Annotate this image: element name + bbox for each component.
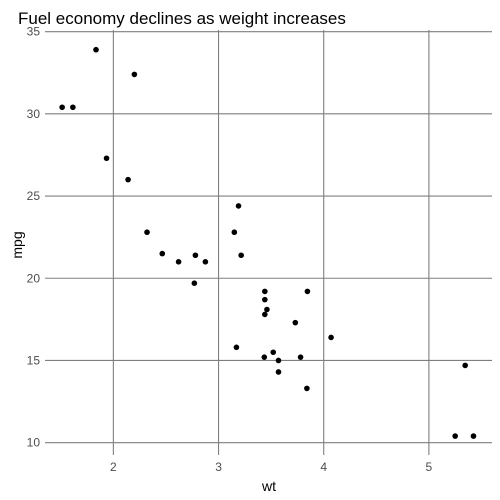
data-point xyxy=(328,334,334,341)
data-point xyxy=(452,433,458,439)
grid-lines xyxy=(45,30,492,455)
data-point xyxy=(175,259,182,265)
data-point xyxy=(262,288,268,295)
y-axis-ticks: 10 15 20 25 30 35 xyxy=(27,25,41,450)
data-point xyxy=(270,349,277,356)
y-tick-label: 35 xyxy=(27,25,41,39)
data-point xyxy=(262,296,268,303)
y-tick-label: 10 xyxy=(27,436,41,450)
data-point xyxy=(275,369,282,375)
data-point xyxy=(304,288,311,295)
data-point xyxy=(233,344,240,351)
x-axis-title: wt xyxy=(261,478,276,494)
data-point xyxy=(238,252,244,259)
data-point xyxy=(304,385,310,392)
data-point xyxy=(202,259,209,265)
data-point xyxy=(231,229,238,236)
data-point xyxy=(59,104,65,111)
data-point xyxy=(261,354,268,360)
x-tick-label: 2 xyxy=(110,460,117,474)
x-tick-label: 3 xyxy=(215,460,222,474)
data-point xyxy=(103,155,110,162)
x-tick-label: 5 xyxy=(426,460,433,474)
data-point xyxy=(292,319,299,326)
data-point xyxy=(125,176,131,183)
y-tick-label: 15 xyxy=(27,353,41,367)
data-point xyxy=(191,280,198,286)
y-tick-label: 25 xyxy=(27,189,41,203)
data-point xyxy=(192,252,199,259)
data-point xyxy=(275,357,282,364)
x-axis-ticks: 2 3 4 5 xyxy=(110,460,433,474)
data-point xyxy=(70,104,76,111)
data-points xyxy=(59,46,477,439)
data-point xyxy=(93,46,99,53)
data-point xyxy=(470,433,477,439)
data-point xyxy=(235,203,242,209)
data-point xyxy=(462,362,468,369)
data-point xyxy=(159,250,166,257)
y-tick-label: 30 xyxy=(27,107,41,121)
data-point xyxy=(297,354,304,360)
data-point xyxy=(131,71,138,78)
data-point xyxy=(262,311,268,318)
chart-title: Fuel economy declines as weight increase… xyxy=(18,9,346,28)
data-point xyxy=(264,306,270,313)
y-tick-label: 20 xyxy=(27,271,41,285)
data-point xyxy=(144,229,150,236)
x-tick-label: 4 xyxy=(320,460,327,474)
y-axis-title: mpg xyxy=(9,231,25,258)
